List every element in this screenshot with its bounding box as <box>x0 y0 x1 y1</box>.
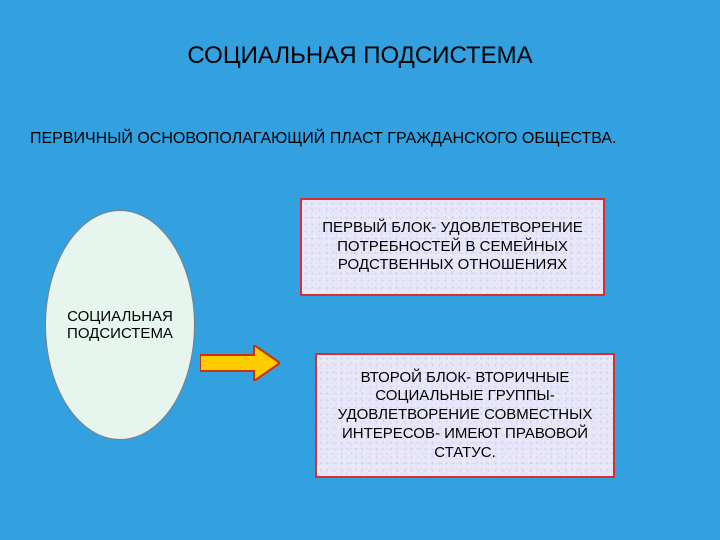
slide-canvas: СОЦИАЛЬНАЯ ПОДСИСТЕМА ПЕРВИЧНЫЙ ОСНОВОПО… <box>0 0 720 540</box>
slide-title: СОЦИАЛЬНАЯ ПОДСИСТЕМА <box>0 42 720 70</box>
block-2-text: ВТОРОЙ БЛОК- ВТОРИЧНЫЕ СОЦИАЛЬНЫЕ ГРУППЫ… <box>331 369 599 463</box>
block-2-box: ВТОРОЙ БЛОК- ВТОРИЧНЫЕ СОЦИАЛЬНЫЕ ГРУППЫ… <box>315 353 615 478</box>
block-1-box: ПЕРВЫЙ БЛОК- УДОВЛЕТВОРЕНИЕ ПОТРЕБНОСТЕЙ… <box>300 198 605 296</box>
slide-subtitle: ПЕРВИЧНЫЙ ОСНОВОПОЛАГАЮЩИЙ ПЛАСТ ГРАЖДАН… <box>30 130 617 148</box>
arrow-right-icon <box>200 345 280 381</box>
block-1-text: ПЕРВЫЙ БЛОК- УДОВЛЕТВОРЕНИЕ ПОТРЕБНОСТЕЙ… <box>316 219 589 275</box>
ellipse-social-subsystem: СОЦИАЛЬНАЯ ПОДСИСТЕМА <box>45 210 195 440</box>
ellipse-label: СОЦИАЛЬНАЯ ПОДСИСТЕМА <box>66 308 174 343</box>
